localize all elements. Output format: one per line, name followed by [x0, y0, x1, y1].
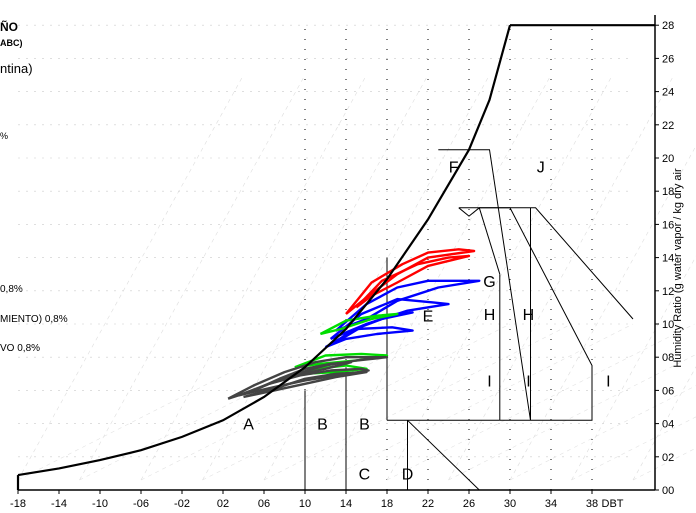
- y-tick-label: 00: [662, 485, 674, 497]
- location-fragment: ntina): [0, 61, 33, 76]
- grid-diagonal-line: [386, 323, 695, 481]
- zone-label: C: [359, 466, 371, 483]
- zone-label: I: [526, 373, 530, 390]
- series-loop: [253, 361, 353, 392]
- x-tick-label: 38: [586, 498, 598, 510]
- y-tick-label: 22: [662, 120, 674, 132]
- y-tick-label: 02: [662, 452, 674, 464]
- zone-boundary-line: [458, 207, 634, 320]
- zone-label: E: [423, 309, 434, 326]
- percent-fragment: %: [0, 131, 9, 141]
- y-tick-label: 26: [662, 53, 674, 65]
- grid-diagonal-line: [202, 74, 429, 481]
- grid-diagonal-line: [17, 323, 326, 481]
- x-tick-label: 14: [340, 498, 352, 510]
- grid-diagonal-line: [263, 323, 572, 481]
- zone-boundary-line: [438, 149, 531, 421]
- zone-label: A: [243, 417, 254, 434]
- y-tick-label: 12: [662, 286, 674, 298]
- x-tick-label: 34: [545, 498, 557, 510]
- background-grid-lines: [17, 24, 696, 490]
- y-tick-label: 14: [662, 253, 674, 265]
- series-loop: [319, 312, 399, 336]
- zone-label: J: [537, 159, 545, 176]
- x-tick-label: 30: [504, 498, 516, 510]
- y-tick-label: 08: [662, 352, 674, 364]
- x-tick-label: -02: [174, 498, 190, 510]
- comfort-zone-lines: [304, 149, 634, 491]
- x-tick-label: 22: [422, 498, 434, 510]
- zone-label: B: [317, 417, 328, 434]
- grid-diagonal-line: [140, 74, 367, 481]
- x-tick-label: 18: [381, 498, 393, 510]
- y-tick-label: 06: [662, 385, 674, 397]
- legend-entry-cooling: MIENTO) 0,8%: [0, 314, 68, 325]
- grid-diagonal-line: [140, 323, 449, 481]
- saturation-curve-group: [16, 24, 655, 490]
- y-tick-label: 04: [662, 419, 674, 431]
- x-tick-label: 02: [217, 498, 229, 510]
- y-tick-label: 16: [662, 219, 674, 231]
- series-loop: [294, 352, 389, 369]
- series-loop: [335, 311, 414, 344]
- zone-label: I: [487, 373, 491, 390]
- grid-diagonal-line: [448, 354, 696, 481]
- grid-diagonal-line: [386, 74, 613, 481]
- y-tick-label: 18: [662, 186, 674, 198]
- x-tick-label: 06: [258, 498, 270, 510]
- zone-label: B: [359, 417, 370, 434]
- chart-subtitle-fragment: ABC): [0, 38, 23, 48]
- x-axis-label: DBT: [602, 498, 624, 510]
- grid-diagonal-line: [202, 323, 511, 481]
- grid-diagonal-line: [325, 323, 634, 481]
- x-tick-label: 26: [463, 498, 475, 510]
- x-tick-label: -10: [92, 498, 108, 510]
- y-axis-label: Humidity Ratio (g water vapor / kg dry a…: [672, 168, 684, 368]
- y-tick-label: 24: [662, 87, 674, 99]
- zone-label: G: [483, 274, 495, 291]
- x-tick-label: -14: [51, 498, 67, 510]
- series-loop: [243, 370, 368, 399]
- legend-entry-dehumidification: VO 0,8%: [0, 343, 41, 354]
- x-tick-label: -18: [10, 498, 26, 510]
- legend-entry-heating: 0,8%: [0, 284, 23, 295]
- zone-label: I: [606, 373, 610, 390]
- x-tick-label: -06: [133, 498, 149, 510]
- grid-diagonal-line: [263, 74, 490, 481]
- zone-boundary-line: [407, 419, 480, 491]
- grid-diagonal-line: [448, 74, 675, 481]
- climate-data-series: [227, 248, 481, 400]
- y-tick-label: 10: [662, 319, 674, 331]
- zone-label: H: [484, 307, 496, 324]
- chart-title-fragment: ÑO: [0, 20, 18, 34]
- y-tick-label: 20: [662, 153, 674, 165]
- series-loop: [355, 254, 471, 309]
- grid-diagonal-line: [17, 74, 244, 481]
- grid-diagonal-line: [79, 323, 388, 481]
- grid-diagonal-line: [571, 416, 696, 481]
- zone-label: D: [402, 466, 414, 483]
- saturation-curve: [17, 24, 512, 477]
- grid-diagonal-line: [632, 447, 696, 481]
- x-tick-label: 10: [299, 498, 311, 510]
- chart-axes: -18 -14 -10 -06 -02 02 06 10 14 18 22 26 30 34 38 DBT 00…: [10, 15, 674, 510]
- y-tick-label: 28: [662, 20, 674, 32]
- zone-label: H: [523, 307, 535, 324]
- zone-label: F: [449, 159, 459, 176]
- series-loop: [335, 279, 481, 332]
- grid-diagonal-line: [79, 74, 306, 481]
- grid-diagonal-line: [509, 385, 696, 481]
- zone-boundary-line: [478, 207, 501, 275]
- grid-diagonal-line: [325, 74, 552, 481]
